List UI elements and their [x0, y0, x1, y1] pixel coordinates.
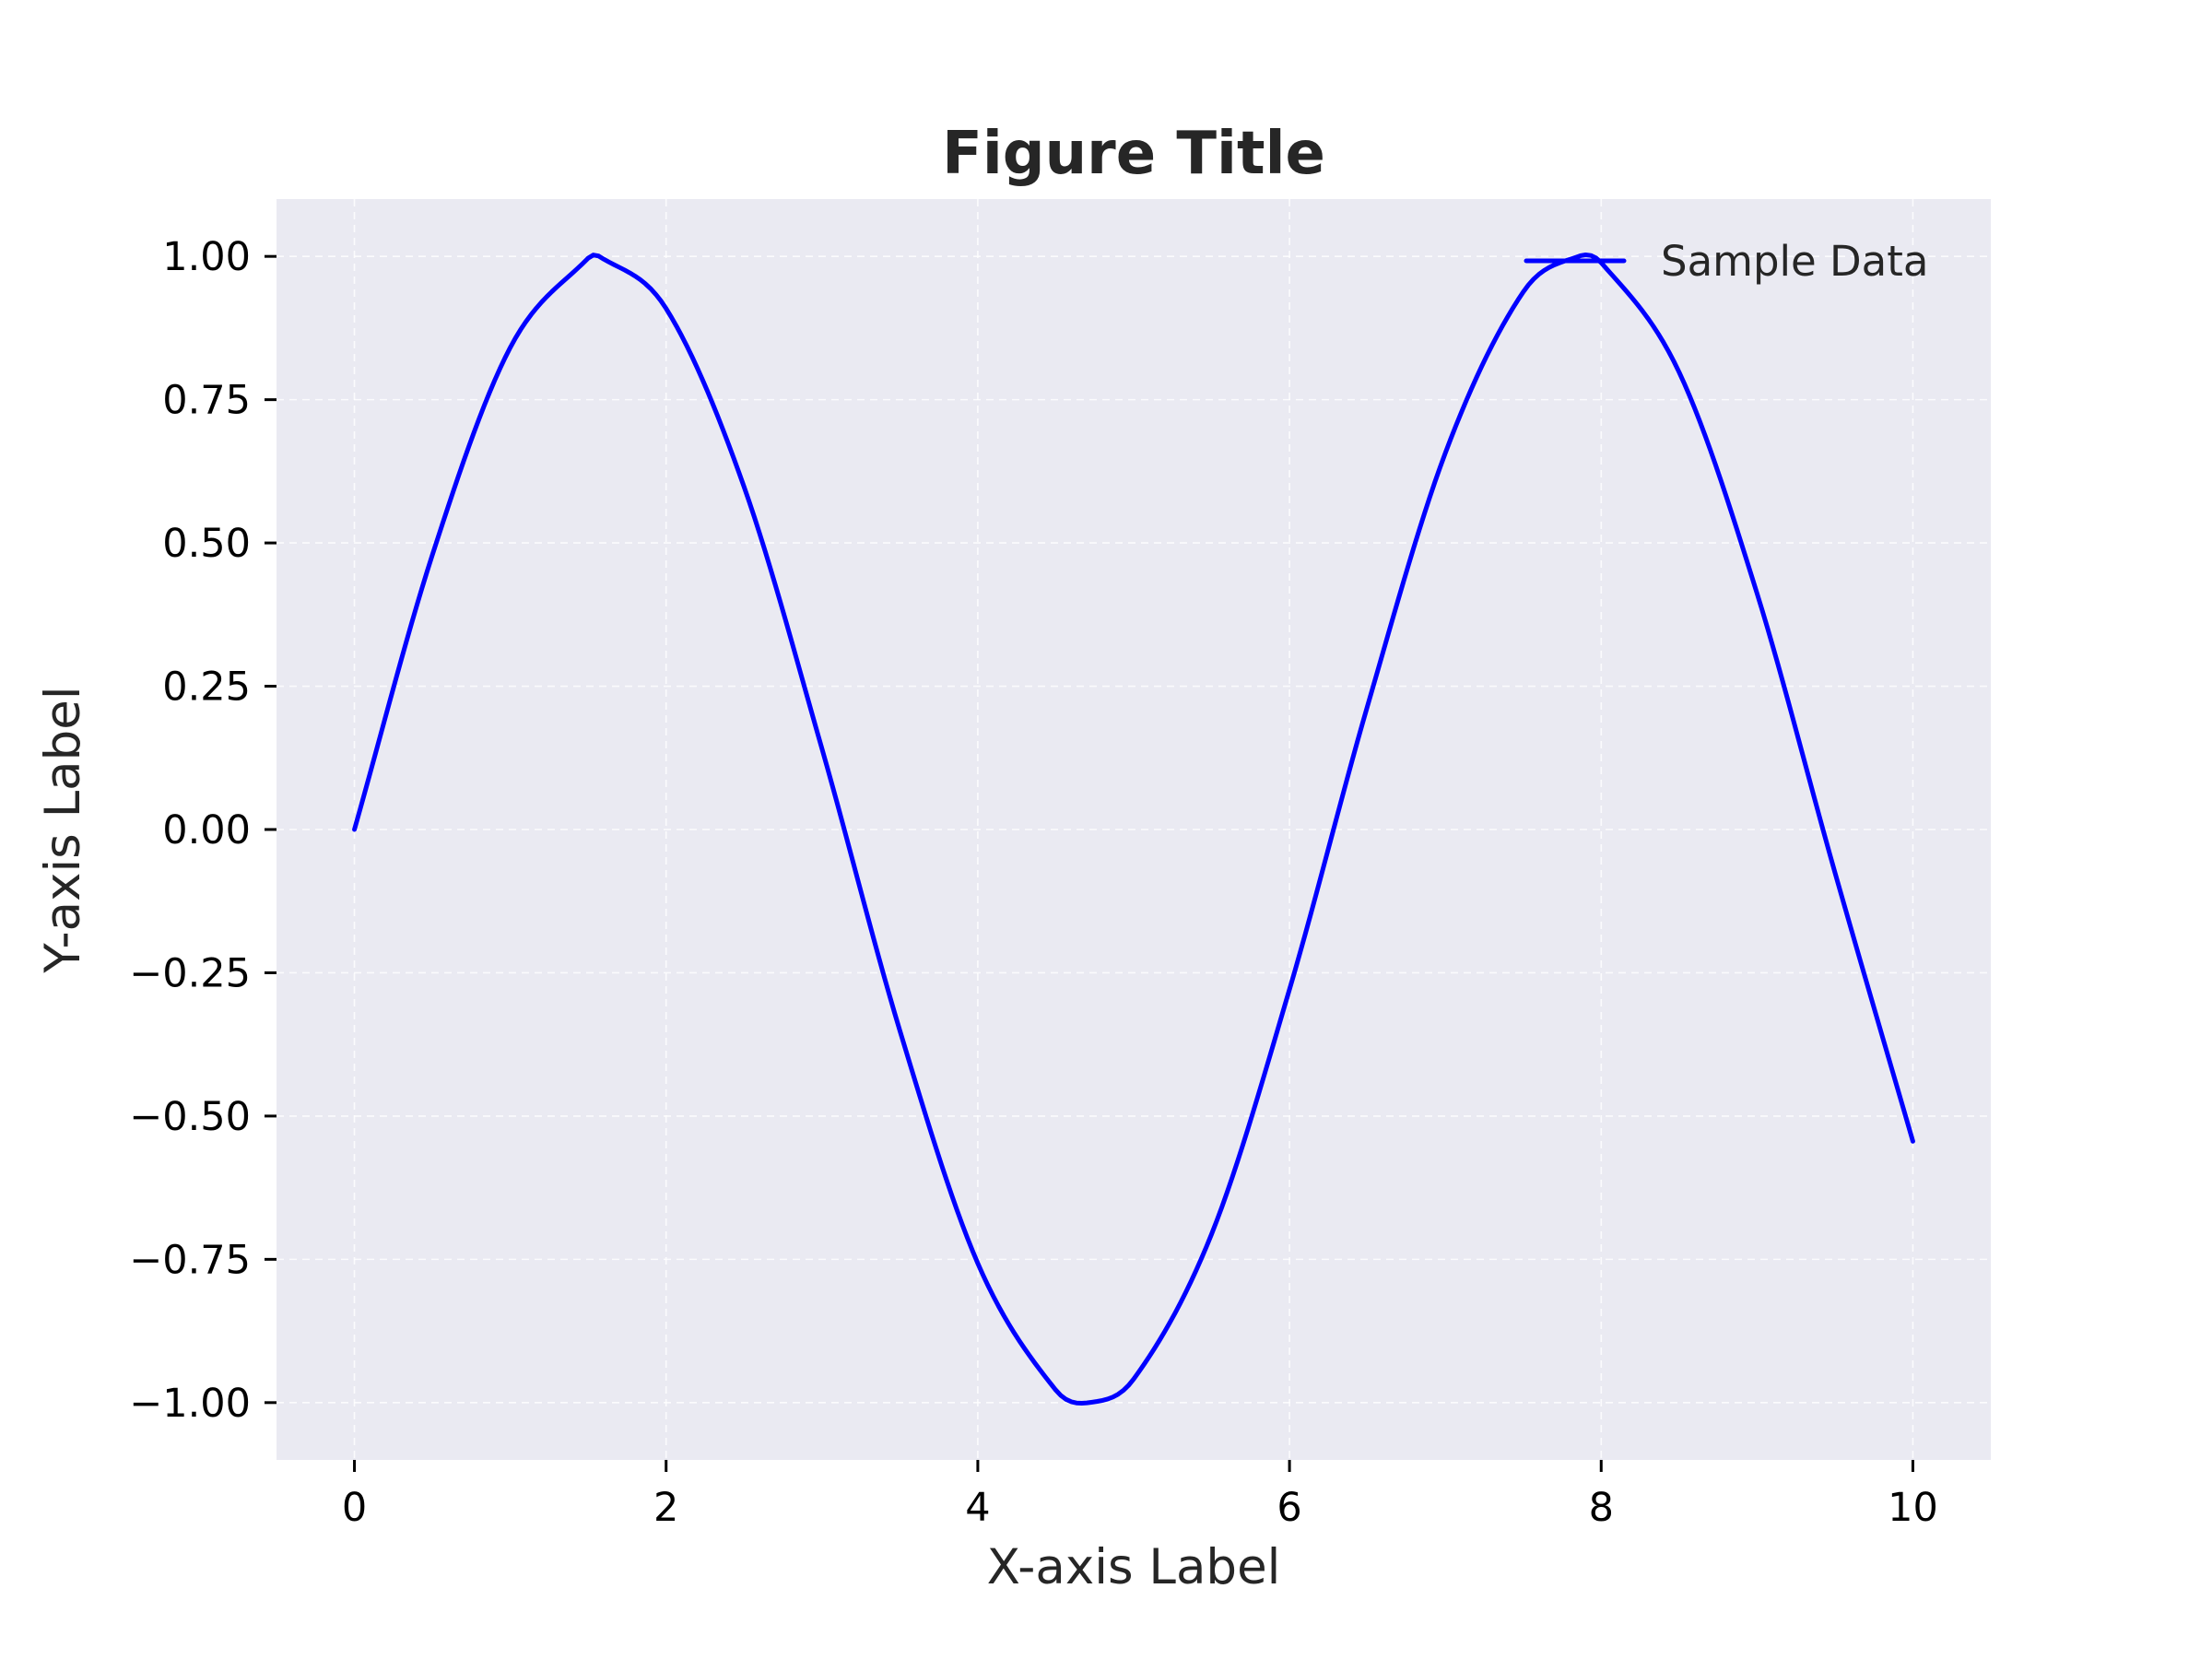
x-axis-title: X-axis Label: [987, 1539, 1281, 1595]
y-axis-title: Y-axis Label: [35, 686, 91, 973]
x-tick-label: 4: [965, 1485, 990, 1531]
y-tick-label: 0.75: [162, 378, 251, 424]
y-tick-label: −0.75: [129, 1237, 251, 1283]
y-tick-label: 1.00: [162, 234, 251, 280]
y-tick-label: −0.25: [129, 950, 251, 996]
x-tick-label: 10: [1888, 1485, 1938, 1531]
x-tick-label: 0: [342, 1485, 367, 1531]
legend: Sample Data: [1524, 237, 1928, 286]
y-tick-label: −1.00: [129, 1381, 251, 1427]
x-tick-label: 6: [1277, 1485, 1301, 1531]
y-tick-label: 0.25: [162, 665, 251, 711]
y-tick-label: 0.00: [162, 807, 251, 853]
x-tick-label: 8: [1589, 1485, 1614, 1531]
series-layer: [352, 252, 1915, 1406]
x-tick-label: 2: [653, 1485, 678, 1531]
y-tick-label: 0.50: [162, 521, 251, 567]
y-tick-label: −0.50: [129, 1094, 251, 1140]
legend-label: Sample Data: [1661, 237, 1928, 286]
grid: [276, 199, 1991, 1460]
chart-title: Figure Title: [942, 120, 1325, 188]
series-line-sample-data: [352, 252, 1915, 1406]
axis-ticks: 0 2 4 6 8 10 1.00 0.75 0.50 0.25 0.00 −0.25 −0.50 −0.…: [129, 234, 1938, 1531]
